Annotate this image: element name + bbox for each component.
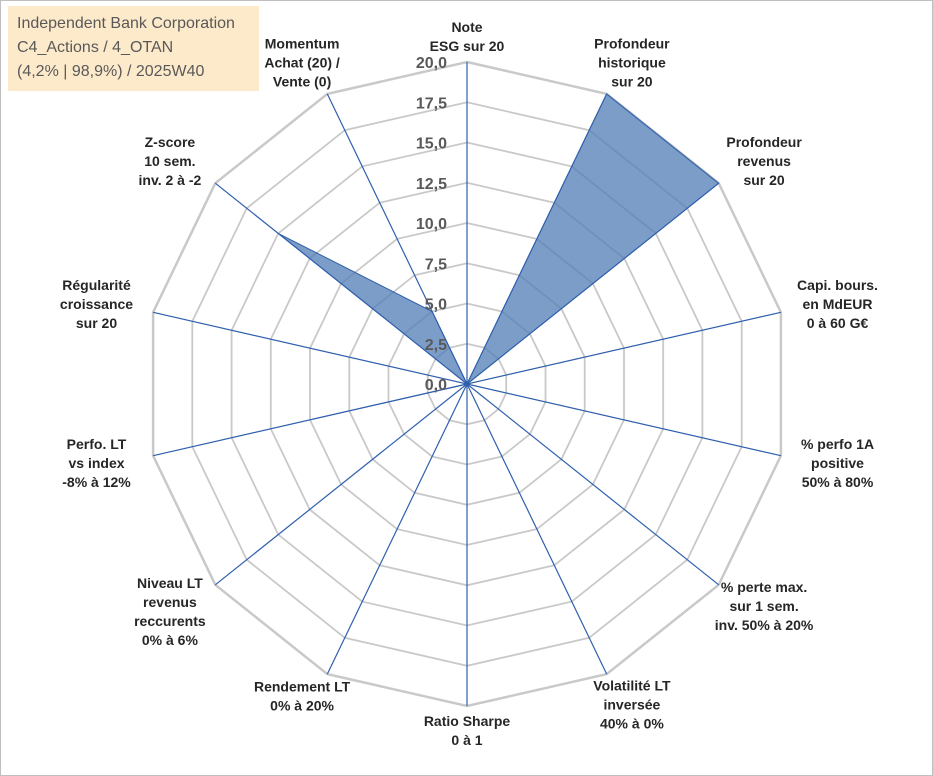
axis-label: inv. 2 à -2 (139, 172, 202, 188)
axis-label: vs index (68, 455, 124, 471)
axis-label-group: % perte max. sur 1 sem. inv. 50% à 20% (715, 579, 814, 633)
tick-label: 15,0 (416, 136, 447, 153)
axis-label-group: Ratio Sharpe 0 à 1 (424, 713, 511, 748)
axis-label: en MdEUR (803, 296, 873, 312)
axis-label-group: Perfo. LT vs index -8% à 12% (62, 436, 131, 490)
tick-label: 0,0 (425, 377, 447, 394)
axis-spoke (466, 383, 608, 675)
axis-label: Vente (0) (273, 73, 331, 89)
info-box: Independent Bank Corporation C4_Actions … (8, 6, 259, 91)
axis-label: sur 20 (76, 315, 117, 331)
axis-spoke (152, 311, 468, 385)
axis-label: 0 à 1 (451, 732, 482, 748)
axis-label: sur 20 (611, 73, 652, 89)
axis-label: sur 20 (743, 172, 784, 188)
axis-label-group: Volatilité LT inversée 40% à 0% (593, 678, 671, 732)
axis-label: inv. 50% à 20% (715, 617, 814, 633)
axis-label: 0% à 20% (270, 698, 334, 714)
axis-label: Note (451, 19, 482, 35)
axis-label-group: Régularité croissance sur 20 (60, 277, 133, 331)
axis-label: Niveau LT (137, 575, 203, 591)
axis-label: Perfo. LT (67, 436, 127, 452)
axis-labels: Note ESG sur 20 Profondeur historique sur 20… (60, 19, 878, 748)
axis-label: 0% à 6% (142, 632, 199, 648)
axis-label: Capi. bours. (797, 277, 878, 293)
axis-label-group: Momentum Achat (20) / Vente (0) (264, 35, 340, 89)
axis-label: croissance (60, 296, 133, 312)
axis-label: Régularité (62, 277, 131, 293)
radial-tick-labels: 0,0 2,5 5,0 7,5 10,0 12,5 15,0 17,5 20,0 (416, 55, 447, 394)
axis-label: -8% à 12% (62, 474, 131, 490)
axis-label: Momentum (265, 35, 340, 51)
axis-label: Rendement LT (254, 679, 351, 695)
axis-label: Ratio Sharpe (424, 713, 511, 729)
axis-label: % perte max. (721, 579, 807, 595)
axis-label: positive (811, 455, 864, 471)
axis-label-group: Profondeur revenus sur 20 (726, 134, 802, 188)
axis-spoke (466, 383, 782, 457)
axis-label: Volatilité LT (593, 678, 671, 694)
axis-label: inversée (603, 697, 660, 713)
axis-label-group: Note ESG sur 20 (430, 19, 505, 54)
score-summary: (4,2% | 98,9%) / 2025W40 (17, 63, 205, 80)
axis-label: ESG sur 20 (430, 38, 505, 54)
axis-label: Z-score (145, 134, 196, 150)
tick-label: 20,0 (416, 55, 447, 72)
tick-label: 2,5 (425, 337, 447, 354)
axis-label: historique (598, 54, 666, 70)
axis-label: 40% à 0% (600, 716, 664, 732)
axis-label-group: Z-score 10 sem. inv. 2 à -2 (139, 134, 202, 188)
axis-label: reccurents (134, 613, 206, 629)
axis-label-group: Niveau LT revenus reccurents 0% à 6% (134, 575, 206, 648)
tick-label: 10,0 (416, 216, 447, 233)
company-name: Independent Bank Corporation (17, 15, 235, 32)
tick-label: 12,5 (416, 176, 447, 193)
axis-label: revenus (737, 153, 791, 169)
axis-label: 10 sem. (144, 153, 195, 169)
axis-spoke (326, 383, 468, 675)
axis-label: Achat (20) / (264, 54, 340, 70)
tick-label: 5,0 (425, 297, 447, 314)
axis-label: 0 à 60 G€ (807, 315, 869, 331)
axis-label-group: Profondeur historique sur 20 (594, 35, 670, 89)
axis-label-group: % perfo 1A positive 50% à 80% (801, 436, 874, 490)
axis-label-group: Rendement LT 0% à 20% (254, 679, 351, 714)
portfolio-path: C4_Actions / 4_OTAN (17, 39, 174, 56)
axis-spoke (214, 383, 468, 586)
axis-label: Profondeur (594, 35, 670, 51)
axis-label: revenus (143, 594, 197, 610)
series-area (277, 93, 720, 421)
tick-label: 17,5 (416, 95, 447, 112)
axis-label: % perfo 1A (801, 436, 874, 452)
tick-label: 7,5 (425, 256, 447, 273)
radar-series (277, 93, 720, 421)
axis-label: Profondeur (726, 134, 802, 150)
axis-spoke (466, 383, 720, 586)
axis-label: 50% à 80% (802, 474, 874, 490)
axis-label: sur 1 sem. (729, 598, 798, 614)
axis-spoke (466, 311, 782, 385)
axis-label-group: Capi. bours. en MdEUR 0 à 60 G€ (797, 277, 878, 331)
